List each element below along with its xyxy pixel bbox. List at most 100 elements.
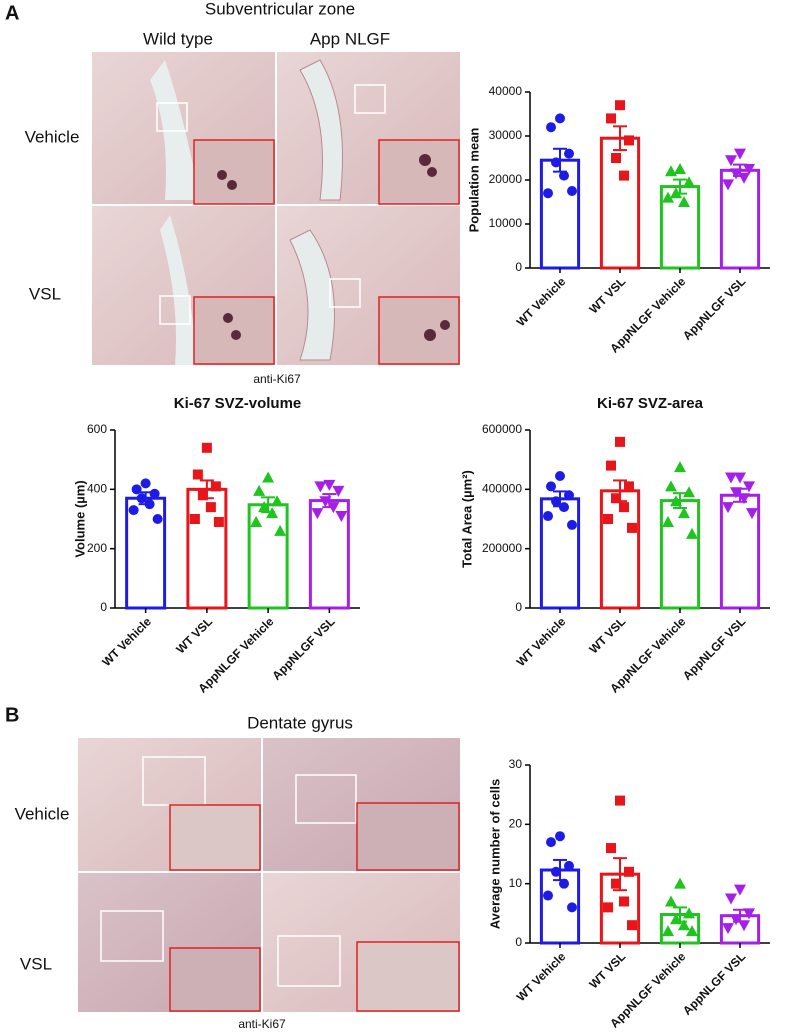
data-point bbox=[730, 487, 742, 499]
data-point bbox=[564, 148, 574, 159]
data-point bbox=[734, 472, 746, 484]
data-point bbox=[624, 866, 634, 877]
x-tick-label: WT VSL bbox=[586, 274, 628, 316]
data-point bbox=[213, 516, 224, 527]
data-point bbox=[743, 164, 755, 175]
y-axis-label: Volume (µm) bbox=[72, 480, 87, 557]
y-tick-label: 30 bbox=[509, 757, 523, 771]
data-point bbox=[619, 170, 629, 181]
data-point bbox=[611, 493, 621, 504]
data-point bbox=[128, 505, 139, 516]
chart-title: Ki-67 SVZ-area bbox=[597, 395, 704, 412]
data-point bbox=[665, 165, 677, 177]
data-point bbox=[674, 877, 686, 889]
row-label: Vehicle bbox=[25, 127, 80, 146]
data-point bbox=[619, 502, 629, 513]
y-tick-label: 20000 bbox=[489, 172, 523, 186]
data-point bbox=[555, 831, 565, 842]
x-tick-label: AppNLGF VSL bbox=[680, 274, 748, 342]
data-point bbox=[678, 919, 690, 931]
data-point bbox=[674, 461, 686, 473]
data-point bbox=[665, 480, 677, 492]
data-point bbox=[738, 172, 750, 184]
data-point bbox=[314, 481, 327, 493]
data-point bbox=[551, 157, 561, 168]
data-point bbox=[262, 471, 275, 483]
data-point bbox=[615, 100, 625, 111]
data-point bbox=[730, 168, 742, 180]
data-point bbox=[670, 913, 682, 925]
data-point bbox=[266, 507, 279, 519]
data-point bbox=[567, 519, 577, 530]
y-tick-label: 600 bbox=[87, 422, 107, 436]
data-point bbox=[678, 196, 690, 207]
data-point bbox=[567, 902, 577, 913]
data-point bbox=[543, 511, 553, 522]
data-point bbox=[615, 436, 625, 447]
y-axis-label: Population mean bbox=[466, 128, 481, 233]
y-axis-label: Total Area (µm²) bbox=[459, 470, 474, 568]
data-point bbox=[686, 925, 698, 937]
data-point bbox=[559, 170, 569, 181]
x-tick-label: AppNLGF VSL bbox=[269, 614, 337, 682]
y-tick-label: 20 bbox=[509, 817, 523, 831]
y-tick-label: 400000 bbox=[482, 482, 522, 496]
data-point bbox=[611, 878, 621, 889]
data-point bbox=[730, 914, 742, 926]
column-label: App NLGF bbox=[310, 29, 390, 48]
panel-label: A bbox=[5, 2, 19, 24]
data-point bbox=[683, 907, 695, 919]
data-point bbox=[743, 908, 755, 920]
data-point bbox=[543, 890, 553, 901]
data-point bbox=[624, 481, 634, 492]
y-tick-label: 0 bbox=[515, 935, 522, 949]
data-point bbox=[311, 508, 324, 520]
data-point bbox=[319, 496, 332, 508]
y-tick-label: 200000 bbox=[482, 541, 522, 555]
panel-label: B bbox=[5, 704, 19, 726]
data-point bbox=[543, 188, 553, 199]
y-axis-label: Average number of cells bbox=[487, 779, 502, 930]
data-point bbox=[665, 895, 677, 907]
data-point bbox=[567, 186, 577, 196]
data-point bbox=[611, 153, 621, 163]
data-point bbox=[722, 502, 734, 514]
data-point bbox=[734, 148, 746, 160]
panel-b-images bbox=[78, 738, 460, 1012]
data-point bbox=[564, 490, 574, 501]
data-point bbox=[271, 495, 284, 507]
row-label: Vehicle bbox=[15, 804, 70, 823]
y-tick-label: 30000 bbox=[489, 128, 523, 142]
data-point bbox=[627, 522, 637, 533]
data-point bbox=[683, 486, 695, 498]
data-point bbox=[140, 478, 151, 489]
data-point bbox=[725, 155, 737, 167]
data-point bbox=[738, 920, 750, 932]
data-point bbox=[662, 191, 674, 203]
data-point bbox=[606, 460, 616, 471]
data-point bbox=[327, 502, 340, 514]
data-point bbox=[559, 878, 569, 889]
y-tick-label: 200 bbox=[87, 541, 107, 555]
data-point bbox=[205, 502, 216, 513]
data-point bbox=[555, 470, 565, 481]
y-tick-label: 0 bbox=[515, 600, 522, 614]
data-point bbox=[725, 893, 737, 905]
data-point bbox=[670, 495, 682, 507]
x-tick-label: WT Vehicle bbox=[514, 614, 569, 669]
data-point bbox=[197, 490, 208, 501]
x-tick-label: WT Vehicle bbox=[99, 614, 154, 669]
y-tick-label: 600000 bbox=[482, 422, 522, 436]
image-caption: anti-Ki67 bbox=[253, 372, 301, 386]
row-label: VSL bbox=[29, 284, 61, 303]
x-tick-label: AppNLGF VSL bbox=[680, 614, 748, 682]
data-point bbox=[253, 484, 266, 496]
data-point bbox=[546, 481, 556, 492]
data-point bbox=[258, 501, 271, 513]
x-tick-label: WT VSL bbox=[586, 949, 628, 991]
data-point bbox=[131, 484, 142, 495]
data-point bbox=[615, 795, 625, 806]
y-tick-label: 0 bbox=[515, 260, 522, 274]
data-point bbox=[627, 920, 637, 931]
